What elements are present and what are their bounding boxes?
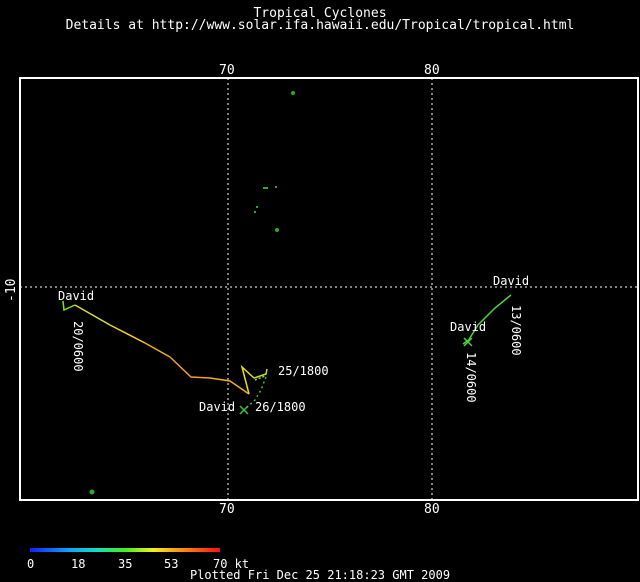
label-storm-name-west-end: David: [199, 400, 235, 414]
island: [263, 187, 268, 189]
label-storm-name-east: David: [493, 274, 529, 288]
map-frame: [19, 77, 639, 501]
island: [291, 91, 295, 95]
label-storm-name-east-end: David: [450, 320, 486, 334]
x-tick-bottom-80: 80: [424, 502, 440, 517]
colorbar: [30, 548, 220, 552]
label-date-start-east: 13/0600: [509, 305, 523, 356]
track-david-east: [462, 294, 512, 347]
islands: [89, 91, 295, 495]
colorbar-label-0: 0: [27, 557, 35, 571]
island: [275, 186, 277, 188]
map-title: Tropical Cyclones: [253, 6, 387, 21]
island: [254, 211, 256, 213]
x-tick-bottom-70: 70: [219, 502, 235, 517]
island: [275, 228, 279, 232]
label-storm-name-west: David: [58, 289, 94, 303]
label-date-end-west: 26/1800: [255, 400, 306, 414]
plot-timestamp: Plotted Fri Dec 25 21:18:23 GMT 2009: [189, 568, 451, 582]
track-david-west: [62, 300, 268, 415]
colorbar-label-35: 35: [118, 557, 133, 571]
colorbar-label-18: 18: [71, 557, 86, 571]
colorbar-label-70: 70 kt: [213, 557, 250, 571]
label-date-start-west: 20/0600: [71, 321, 85, 372]
x-tick-top-80: 80: [424, 63, 440, 78]
map-subtitle: Details at http://www.solar.ifa.hawaii.e…: [65, 18, 575, 33]
label-date-end-east: 14/0600: [464, 352, 478, 403]
island: [256, 206, 258, 208]
colorbar-label-53: 53: [164, 557, 179, 571]
x-tick-top-70: 70: [219, 63, 235, 78]
label-date-mid-west: 25/1800: [278, 364, 329, 378]
island: [89, 489, 95, 495]
